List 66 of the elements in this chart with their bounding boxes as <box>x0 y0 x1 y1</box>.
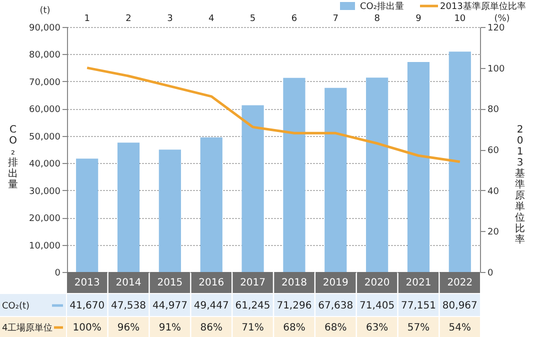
text: 2013基準原単位比率 <box>515 124 525 246</box>
y2-tick-label: 100 <box>488 64 505 74</box>
y-tick-label: 30,000 <box>29 186 61 197</box>
legend-label: 2013基準原単位比率 <box>440 1 526 12</box>
text: 4 <box>208 14 214 24</box>
y-tick-label: 50,000 <box>29 132 61 142</box>
line-series <box>86 66 462 163</box>
y-axis-title: CO₂排出量 <box>8 124 18 190</box>
y-tick-label: 40,000 <box>29 160 61 170</box>
data-label: 41,670 <box>70 300 105 312</box>
text: CO₂(t) <box>2 302 30 312</box>
y-tick-label: 20,000 <box>29 214 61 224</box>
data-label: 91% <box>158 322 182 334</box>
data-label: 44,977 <box>152 300 188 312</box>
data-label: 86% <box>200 322 222 334</box>
data-label: 71,405 <box>360 300 395 312</box>
data-label: 63% <box>366 322 388 334</box>
text: 4工場原単位 <box>2 322 53 334</box>
text: 9 <box>416 14 422 24</box>
x-tick-label: 2015 <box>157 278 183 288</box>
data-label: 67,638 <box>318 300 354 312</box>
x-tick-label: 2014 <box>116 278 142 288</box>
data-label: 47,538 <box>111 300 146 312</box>
text: 5 <box>250 14 256 24</box>
y-tick-label: 0 <box>54 268 61 278</box>
x-tick-label: 2018 <box>281 278 307 288</box>
data-label: 80,967 <box>442 300 478 312</box>
y2-tick-label: 20 <box>488 228 500 238</box>
x-tick-label: 2021 <box>406 278 432 288</box>
data-label: 54% <box>448 322 472 334</box>
y2-tick-label: 40 <box>488 186 500 197</box>
x-tick-label: 2020 <box>364 278 390 288</box>
text: 8 <box>374 14 380 24</box>
text: (t) <box>40 6 50 16</box>
data-label: 96% <box>117 322 140 334</box>
data-label: 49,447 <box>194 300 229 312</box>
data-label: 57% <box>407 322 430 334</box>
text: 7 <box>332 14 339 24</box>
y2-tick-label: 0 <box>488 268 494 278</box>
x-tick-label: 2016 <box>198 278 224 288</box>
data-label: 71,296 <box>276 300 312 312</box>
y-tick-label: 10,000 <box>29 241 61 252</box>
text: 1 <box>84 14 90 24</box>
x-tick-label: 2022 <box>447 278 473 288</box>
y-tick-label: 90,000 <box>29 24 61 34</box>
data-label: 61,245 <box>235 300 270 312</box>
data-label: 68% <box>324 322 347 334</box>
text: 3 <box>167 14 173 24</box>
x-tick-label: 2019 <box>322 278 348 288</box>
text: 6 <box>291 14 298 24</box>
data-label: 68% <box>283 322 306 334</box>
data-label: 77,151 <box>400 300 436 312</box>
y2-tick-label: 60 <box>488 146 500 156</box>
y2-tick-label: 80 <box>488 105 500 116</box>
x-tick-label: 2013 <box>74 278 100 288</box>
data-label: 71% <box>242 322 264 334</box>
data-label: 100% <box>72 322 102 334</box>
text: 10 <box>454 14 466 24</box>
y-tick-label: 70,000 <box>29 78 61 88</box>
y2-tick-label: 120 <box>488 24 505 34</box>
legend-label: CO₂排出量 <box>360 1 404 12</box>
text: (%) <box>494 14 510 24</box>
y-tick-label: 60,000 <box>29 105 61 116</box>
x-tick-label: 2017 <box>240 278 266 288</box>
y-tick-label: 80,000 <box>29 50 61 61</box>
text: 2 <box>126 14 132 24</box>
